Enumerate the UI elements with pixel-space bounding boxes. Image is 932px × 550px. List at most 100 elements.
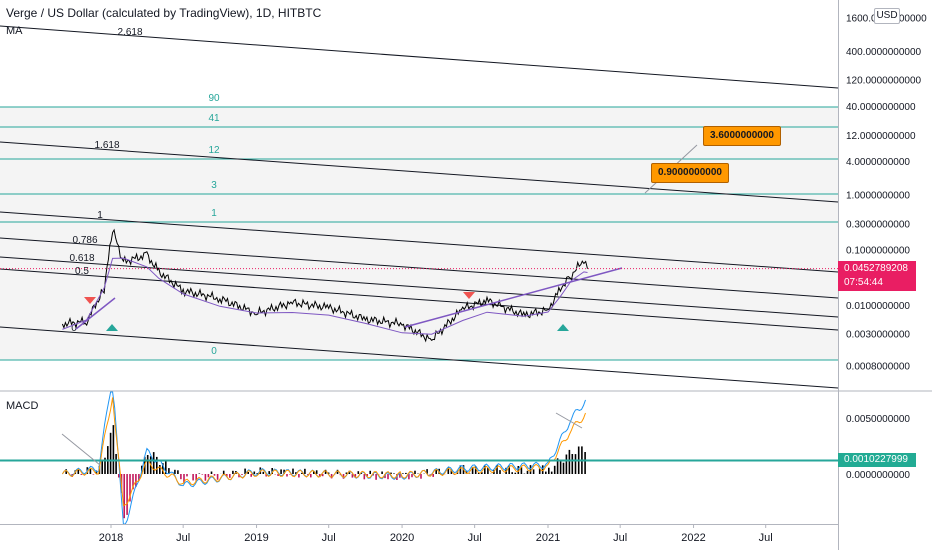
macd-histogram-bar [207, 474, 210, 478]
macd-histogram-bar [232, 470, 234, 474]
macd-histogram-bar [496, 465, 498, 474]
macd-histogram-bar [545, 471, 547, 474]
price-axis-tick: 0.0008000000 [846, 361, 910, 372]
macd-axis-tick: 0.0050000000 [846, 414, 910, 425]
macd-histogram-bar [548, 467, 550, 474]
macd-histogram-bar [351, 474, 354, 478]
macd-histogram-bar [477, 472, 480, 474]
macd-histogram-bar [216, 474, 219, 480]
macd-histogram-bar [101, 459, 103, 474]
macd-histogram-bar [310, 474, 312, 478]
macd-histogram-bar [192, 474, 194, 481]
macd-histogram-bar [336, 469, 339, 474]
fib-level-label: 90 [208, 93, 220, 104]
macd-histogram-bar [465, 470, 468, 474]
fib-level-label: 41 [208, 113, 220, 124]
macd-histogram-bar [201, 474, 204, 475]
price-callout-lower[interactable]: 0.9000000000 [651, 163, 729, 183]
price-callout-upper[interactable]: 3.6000000000 [703, 126, 781, 146]
macd-histogram-bar [584, 452, 586, 474]
price-axis-tick: 0.0030000000 [846, 330, 910, 341]
annotation-arrow-2021 [555, 412, 583, 429]
sell-arrow-icon [463, 292, 475, 299]
macd-histogram-bar [292, 468, 294, 474]
macd-histogram-bar [298, 474, 300, 478]
macd-histogram-bar [213, 474, 216, 476]
signal-line [61, 397, 586, 507]
macd-histogram-bar [556, 458, 559, 474]
macd-histogram-bar [262, 471, 265, 474]
macd-histogram-bar [387, 474, 389, 480]
macd-histogram-bar [411, 474, 413, 478]
fib-channel-label: 2.618 [117, 27, 142, 38]
macd-histogram-bar [286, 474, 288, 477]
macd-histogram-bar [126, 474, 128, 515]
macd-histogram-bar [390, 472, 392, 474]
annotation-arrow-2018 [61, 433, 101, 466]
macd-histogram-bar [357, 471, 360, 474]
macd-histogram-bar [408, 474, 410, 480]
macd-histogram-bar [514, 472, 517, 474]
price-pane[interactable]: 90 41 12 3 1 0 2.618 1.618 1 0.786 0.618 0.5 0 [0, 0, 839, 390]
price-axis-tick: 40.0000000000 [846, 102, 916, 113]
currency-button[interactable]: USD [874, 8, 900, 24]
macd-background [0, 392, 838, 524]
macd-histogram-bar [146, 455, 149, 474]
trendline-2021 [404, 267, 623, 328]
macd-histogram-bar [372, 474, 374, 476]
macd-value-badge: 0.0010227999 [838, 453, 916, 467]
price-axis-tick: 12.0000000000 [846, 131, 916, 142]
macd-histogram-bar [80, 474, 83, 475]
macd-histogram-bar [499, 470, 501, 474]
macd-histogram-bar [265, 474, 267, 477]
macd-histogram-bar [241, 474, 243, 475]
macd-histogram-bar [92, 474, 95, 475]
macd-histogram-bar [508, 465, 510, 474]
macd-histogram-bar [186, 474, 188, 477]
macd-histogram-bar [511, 472, 513, 474]
price-axis-tick: 120.0000000000 [846, 76, 922, 87]
macd-histogram-bar [568, 449, 571, 474]
macd-histogram-bar [268, 471, 270, 474]
time-axis-tick: Jul [176, 532, 190, 544]
fib-channel-line [0, 268, 839, 331]
macd-axis-tick: 0.0000000000 [846, 470, 910, 481]
sell-arrow-icon [84, 297, 96, 304]
fib-level-label: 1 [211, 208, 217, 219]
fib-channel-label: 0.618 [69, 253, 94, 264]
macd-histogram-bar [210, 471, 213, 474]
macd-histogram-bar [553, 465, 556, 474]
macd-histogram-bar [375, 474, 377, 480]
time-axis-tick: Jul [613, 532, 627, 544]
macd-histogram-bar [381, 471, 383, 474]
macd-histogram-bar [226, 474, 228, 477]
moving-average-line [62, 257, 588, 335]
macd-histogram-bar [138, 474, 140, 481]
macd-histogram-bar [135, 474, 137, 487]
macd-histogram-bar [432, 474, 434, 477]
macd-histogram-bar [526, 470, 529, 474]
macd-histogram-bar [366, 474, 368, 477]
macd-histogram-bar [177, 470, 179, 474]
macd-histogram-bar [168, 468, 170, 474]
macd-histogram-bar [77, 468, 80, 474]
macd-histogram-bar [132, 474, 134, 490]
macd-histogram-bar [247, 472, 249, 474]
macd-histogram-bar [115, 454, 117, 474]
fib-channel-line [0, 237, 839, 299]
macd-histogram-bar [562, 462, 565, 474]
macd-histogram-bar [129, 474, 131, 502]
macd-histogram-bar [123, 474, 125, 519]
macd-histogram-bar [414, 470, 416, 474]
macd-pane[interactable] [0, 391, 838, 525]
indicator-ma-label[interactable]: MA [6, 25, 23, 37]
fib-channel-label: 1 [97, 210, 103, 221]
macd-histogram-bar [109, 432, 112, 474]
fib-channel-label: 0 [71, 323, 77, 334]
chart-title: Verge / US Dollar (calculated by Trading… [6, 6, 322, 20]
macd-label[interactable]: MACD [6, 400, 39, 412]
macd-histogram-bar [204, 474, 207, 481]
macd-histogram-bar [541, 465, 544, 474]
